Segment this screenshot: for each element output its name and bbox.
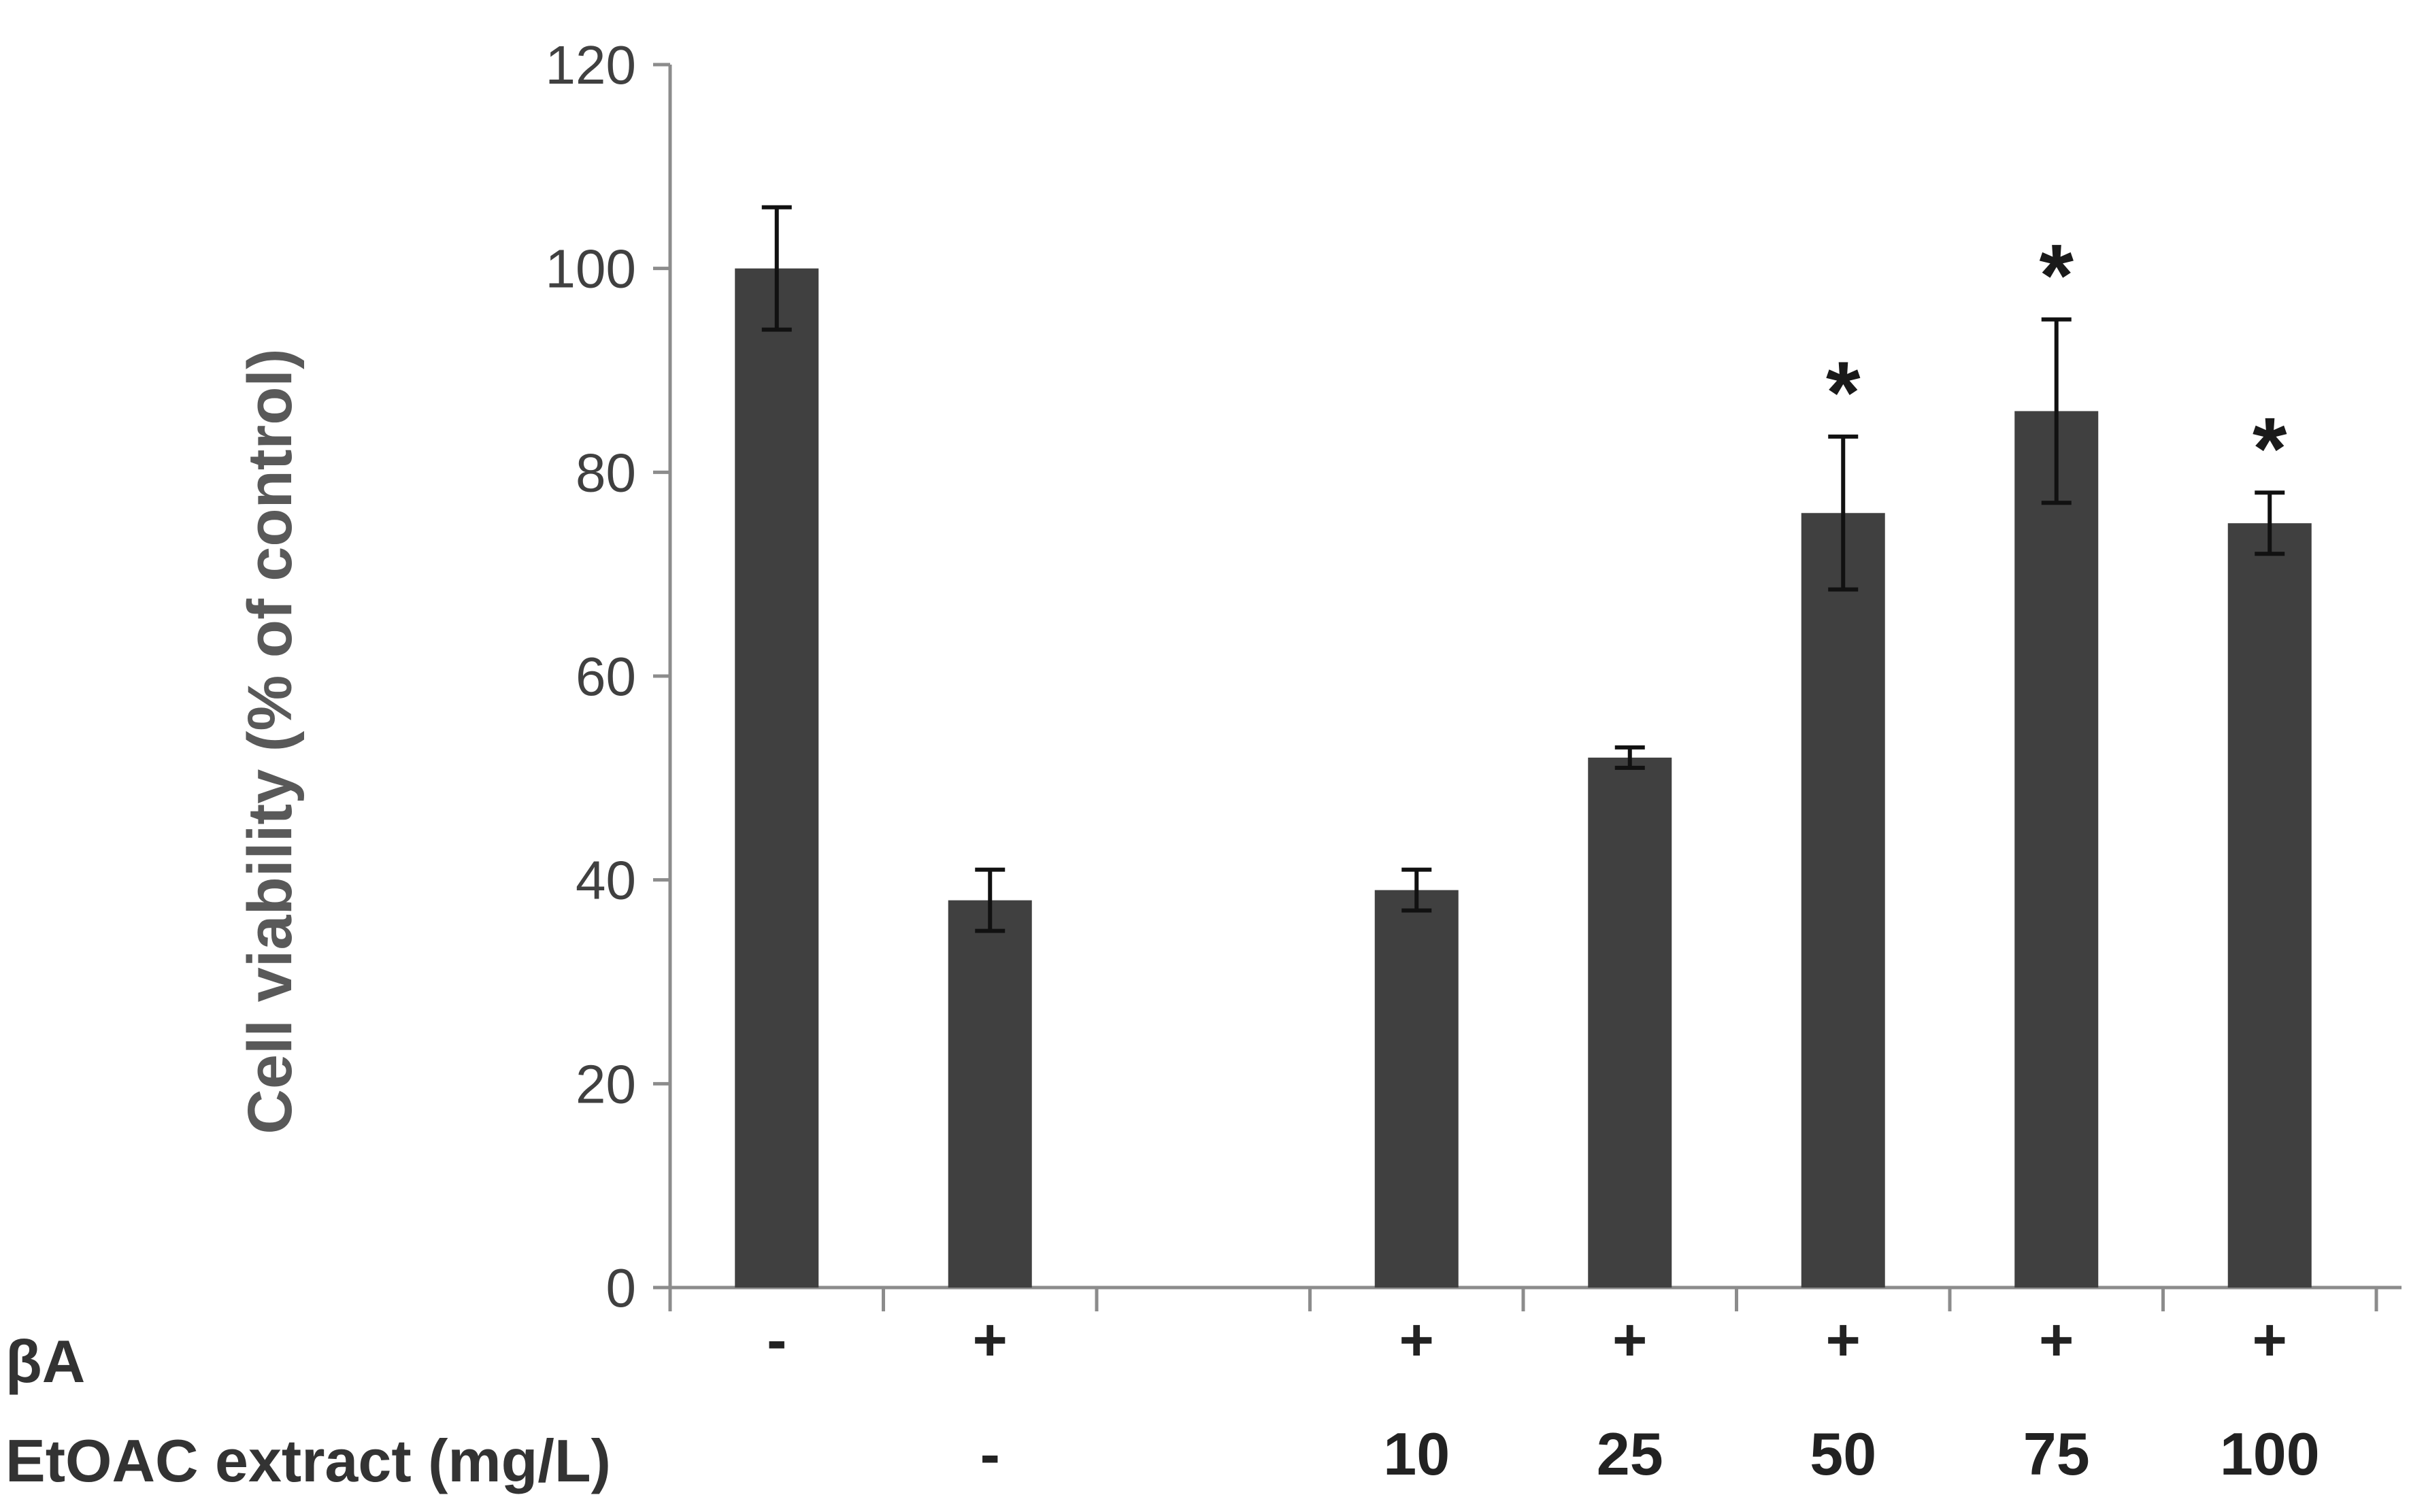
y-axis-title: Cell viability (% of control) bbox=[235, 348, 305, 1134]
extract-concentration-label: 10 bbox=[1383, 1420, 1450, 1488]
y-tick-label: 20 bbox=[576, 1054, 636, 1114]
beta-a-label: + bbox=[2039, 1306, 2074, 1373]
extract-concentration-label: 50 bbox=[1810, 1420, 1876, 1488]
beta-a-label: + bbox=[973, 1306, 1008, 1373]
y-tick-label: 60 bbox=[576, 646, 636, 707]
extract-concentration-label: - bbox=[980, 1420, 1000, 1488]
y-tick-label: 0 bbox=[606, 1258, 637, 1318]
beta-a-label: + bbox=[2253, 1306, 2287, 1373]
significance-star: * bbox=[2253, 399, 2287, 498]
bar bbox=[2014, 411, 2099, 1288]
y-tick-label: 80 bbox=[576, 442, 636, 503]
row-label-extract: EtOAC extract (mg/L) bbox=[5, 1427, 611, 1494]
beta-a-label: - bbox=[767, 1306, 786, 1373]
bar bbox=[1588, 757, 1672, 1288]
y-axis: 0 20 40 60 80 100 120 bbox=[546, 35, 672, 1318]
y-tick-label: 120 bbox=[546, 35, 636, 95]
beta-a-label: + bbox=[1612, 1306, 1647, 1373]
bar bbox=[1374, 890, 1459, 1288]
extract-concentration-label: 100 bbox=[2220, 1420, 2320, 1488]
x-axis bbox=[668, 1286, 2402, 1311]
beta-a-label: + bbox=[1399, 1306, 1434, 1373]
significance-star: * bbox=[1826, 343, 1861, 442]
bars: * * * bbox=[735, 205, 2312, 1288]
y-tick-label: 40 bbox=[576, 850, 636, 911]
significance-star: * bbox=[2039, 226, 2074, 325]
bar bbox=[948, 900, 1032, 1288]
beta-a-label: + bbox=[1826, 1306, 1861, 1373]
bar bbox=[1801, 513, 1885, 1288]
bar bbox=[735, 268, 819, 1288]
y-tick-label: 100 bbox=[546, 239, 636, 299]
row-label-beta-a: βA bbox=[5, 1328, 85, 1395]
condition-labels: - + - +10 +25 +50 +75 +100 bbox=[767, 1306, 2320, 1488]
extract-concentration-label: 75 bbox=[2023, 1420, 2090, 1488]
extract-concentration-label: 25 bbox=[1597, 1420, 1663, 1488]
bar bbox=[2227, 523, 2312, 1288]
